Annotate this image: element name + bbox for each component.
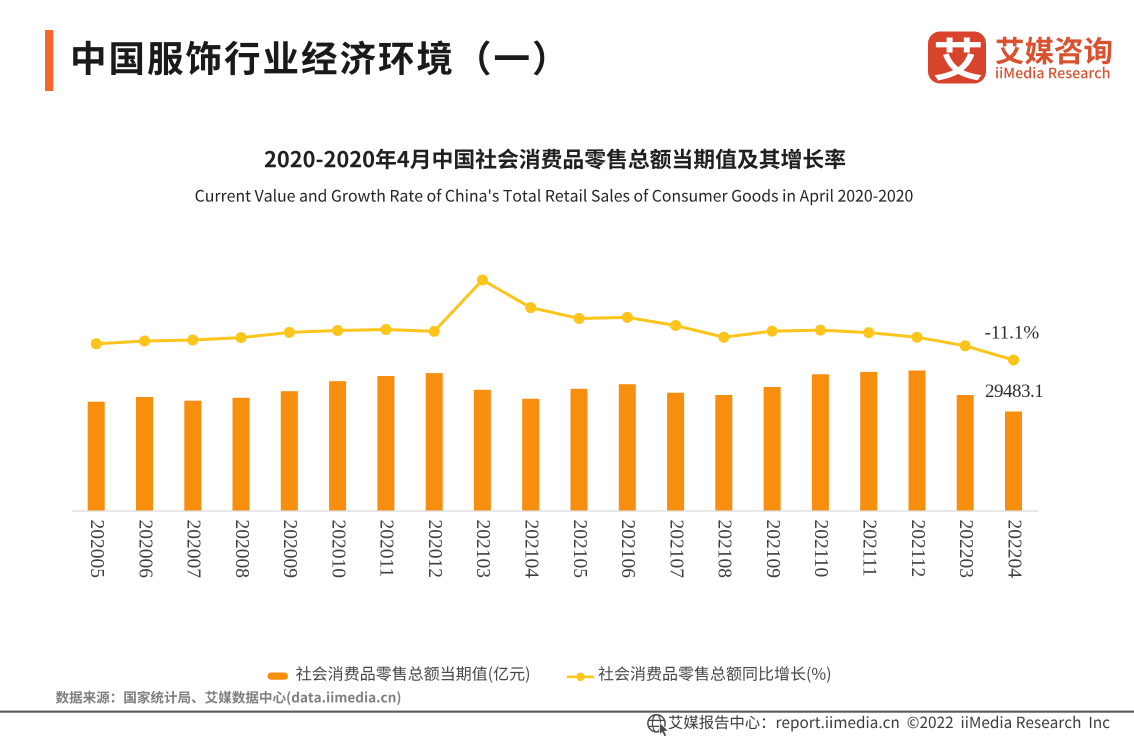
svg-text:202104: 202104 — [521, 520, 542, 579]
svg-text:202106: 202106 — [617, 520, 638, 579]
svg-text:202203: 202203 — [955, 520, 976, 579]
svg-text:-11.1%: -11.1% — [985, 322, 1040, 343]
svg-text:202009: 202009 — [279, 520, 300, 579]
svg-text:202108: 202108 — [714, 520, 735, 579]
svg-text:29483.1: 29483.1 — [985, 381, 1043, 402]
svg-text:202112: 202112 — [907, 520, 928, 578]
svg-text:202103: 202103 — [472, 520, 493, 579]
svg-text:202107: 202107 — [665, 520, 686, 579]
svg-text:202111: 202111 — [859, 520, 880, 577]
svg-text:202010: 202010 — [327, 520, 348, 579]
svg-text:202005: 202005 — [86, 520, 107, 579]
svg-text:202204: 202204 — [1003, 520, 1024, 579]
svg-text:202007: 202007 — [183, 520, 204, 579]
svg-text:202109: 202109 — [762, 520, 783, 579]
svg-text:202011: 202011 — [376, 520, 397, 578]
svg-text:202012: 202012 — [424, 520, 445, 579]
svg-text:202110: 202110 — [810, 520, 831, 578]
svg-text:202105: 202105 — [569, 520, 590, 579]
svg-text:202008: 202008 — [231, 520, 252, 579]
svg-text:202006: 202006 — [134, 520, 155, 579]
